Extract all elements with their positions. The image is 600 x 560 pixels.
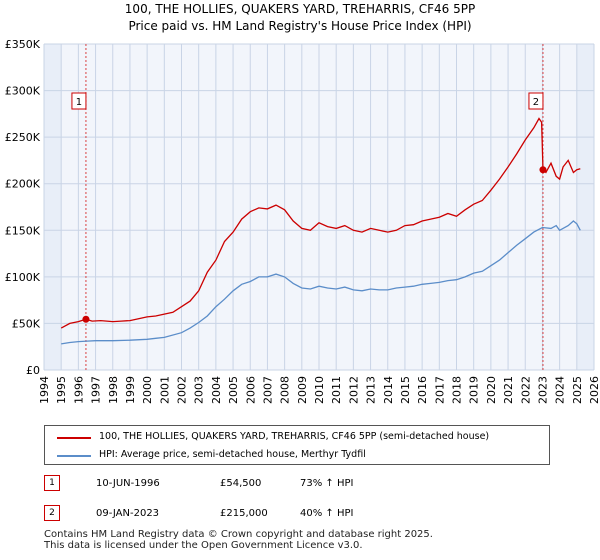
x-tick-label: 1998 xyxy=(107,376,120,404)
x-tick-label: 2002 xyxy=(176,376,189,404)
x-tick-label: 2011 xyxy=(330,376,343,404)
sale-point xyxy=(539,166,547,174)
x-tick-label: 2015 xyxy=(399,376,412,404)
y-tick-label: £150K xyxy=(5,224,41,237)
x-tick-label: 2026 xyxy=(588,376,600,404)
x-tick-label: 2001 xyxy=(158,376,171,404)
chart-subtitle: Price paid vs. HM Land Registry's House … xyxy=(128,19,472,33)
x-tick-label: 2012 xyxy=(347,376,360,404)
x-tick-label: 2024 xyxy=(554,376,567,404)
x-tick-label: 2000 xyxy=(141,376,154,404)
x-tick-label: 1999 xyxy=(124,376,137,404)
y-tick-label: £0 xyxy=(26,364,40,377)
x-tick-label: 2007 xyxy=(261,376,274,404)
legend-property-label: 100, THE HOLLIES, QUAKERS YARD, TREHARRI… xyxy=(99,431,490,442)
sale-row: 2 09-JAN-2023 £215,000 40% ↑ HPI xyxy=(44,504,564,524)
x-tick-label: 2010 xyxy=(313,376,326,404)
sale-date: 10-JUN-1996 xyxy=(96,478,160,489)
shaded-period xyxy=(44,44,62,370)
x-tick-label: 2009 xyxy=(296,376,309,404)
x-tick-label: 2008 xyxy=(279,376,292,404)
sale-hpi-change: 40% ↑ HPI xyxy=(300,508,354,519)
sale-point xyxy=(82,315,90,323)
x-tick-label: 2025 xyxy=(571,376,584,404)
legend: 100, THE HOLLIES, QUAKERS YARD, TREHARRI… xyxy=(44,425,550,465)
x-tick-label: 1994 xyxy=(38,376,51,404)
x-tick-label: 2018 xyxy=(451,376,464,404)
y-tick-label: £100K xyxy=(5,271,41,284)
footer-copyright: Contains HM Land Registry data © Crown c… xyxy=(44,529,433,540)
sale-row: 1 10-JUN-1996 £54,500 73% ↑ HPI xyxy=(44,474,564,494)
legend-property-swatch xyxy=(57,437,91,439)
y-tick-label: £300K xyxy=(5,85,41,98)
x-tick-label: 1995 xyxy=(55,376,68,404)
x-tick-label: 2014 xyxy=(382,376,395,404)
x-tick-label: 1997 xyxy=(90,376,103,404)
sale-badge: 2 xyxy=(44,505,60,521)
sale-badge: 1 xyxy=(44,475,60,491)
x-tick-label: 2005 xyxy=(227,376,240,404)
shaded-period xyxy=(576,44,594,370)
footer-licence: This data is licensed under the Open Gov… xyxy=(44,540,363,551)
hpi-line xyxy=(61,220,581,345)
property-price-line xyxy=(60,117,581,329)
footer: Contains HM Land Registry data © Crown c… xyxy=(44,529,433,551)
sale-price: £215,000 xyxy=(220,508,268,519)
sale-hpi-change: 73% ↑ HPI xyxy=(300,478,354,489)
y-tick-label: £250K xyxy=(5,131,41,144)
sale-marker-badge xyxy=(528,92,544,110)
x-tick-label: 2006 xyxy=(244,376,257,404)
x-tick-label: 2013 xyxy=(365,376,378,404)
sale-marker-badge xyxy=(71,92,87,110)
sale-price: £54,500 xyxy=(220,478,262,489)
y-tick-label: £200K xyxy=(5,178,41,191)
x-tick-label: 2004 xyxy=(210,376,223,404)
legend-hpi-swatch xyxy=(57,455,91,457)
x-tick-label: 2003 xyxy=(193,376,206,404)
chart-title: 100, THE HOLLIES, QUAKERS YARD, TREHARRI… xyxy=(124,2,476,16)
sale-date: 09-JAN-2023 xyxy=(96,508,160,519)
x-tick-label: 2017 xyxy=(433,376,446,404)
x-tick-label: 2021 xyxy=(502,376,515,404)
y-tick-label: £350K xyxy=(5,38,41,51)
x-tick-label: 1996 xyxy=(72,376,85,404)
x-tick-label: 2022 xyxy=(519,376,532,404)
x-tick-label: 2023 xyxy=(536,376,549,404)
y-tick-label: £50K xyxy=(12,317,41,330)
sale-marker-label: 1 xyxy=(76,97,82,108)
x-tick-label: 2020 xyxy=(485,376,498,404)
price-chart: £0 £50K £100K £150K £200K £250K £300K £350K 1994… xyxy=(5,38,600,404)
sale-marker-label: 2 xyxy=(533,97,539,108)
x-tick-label: 2019 xyxy=(468,376,481,404)
x-tick-label: 2016 xyxy=(416,376,429,404)
legend-hpi-label: HPI: Average price, semi-detached house,… xyxy=(99,449,366,460)
